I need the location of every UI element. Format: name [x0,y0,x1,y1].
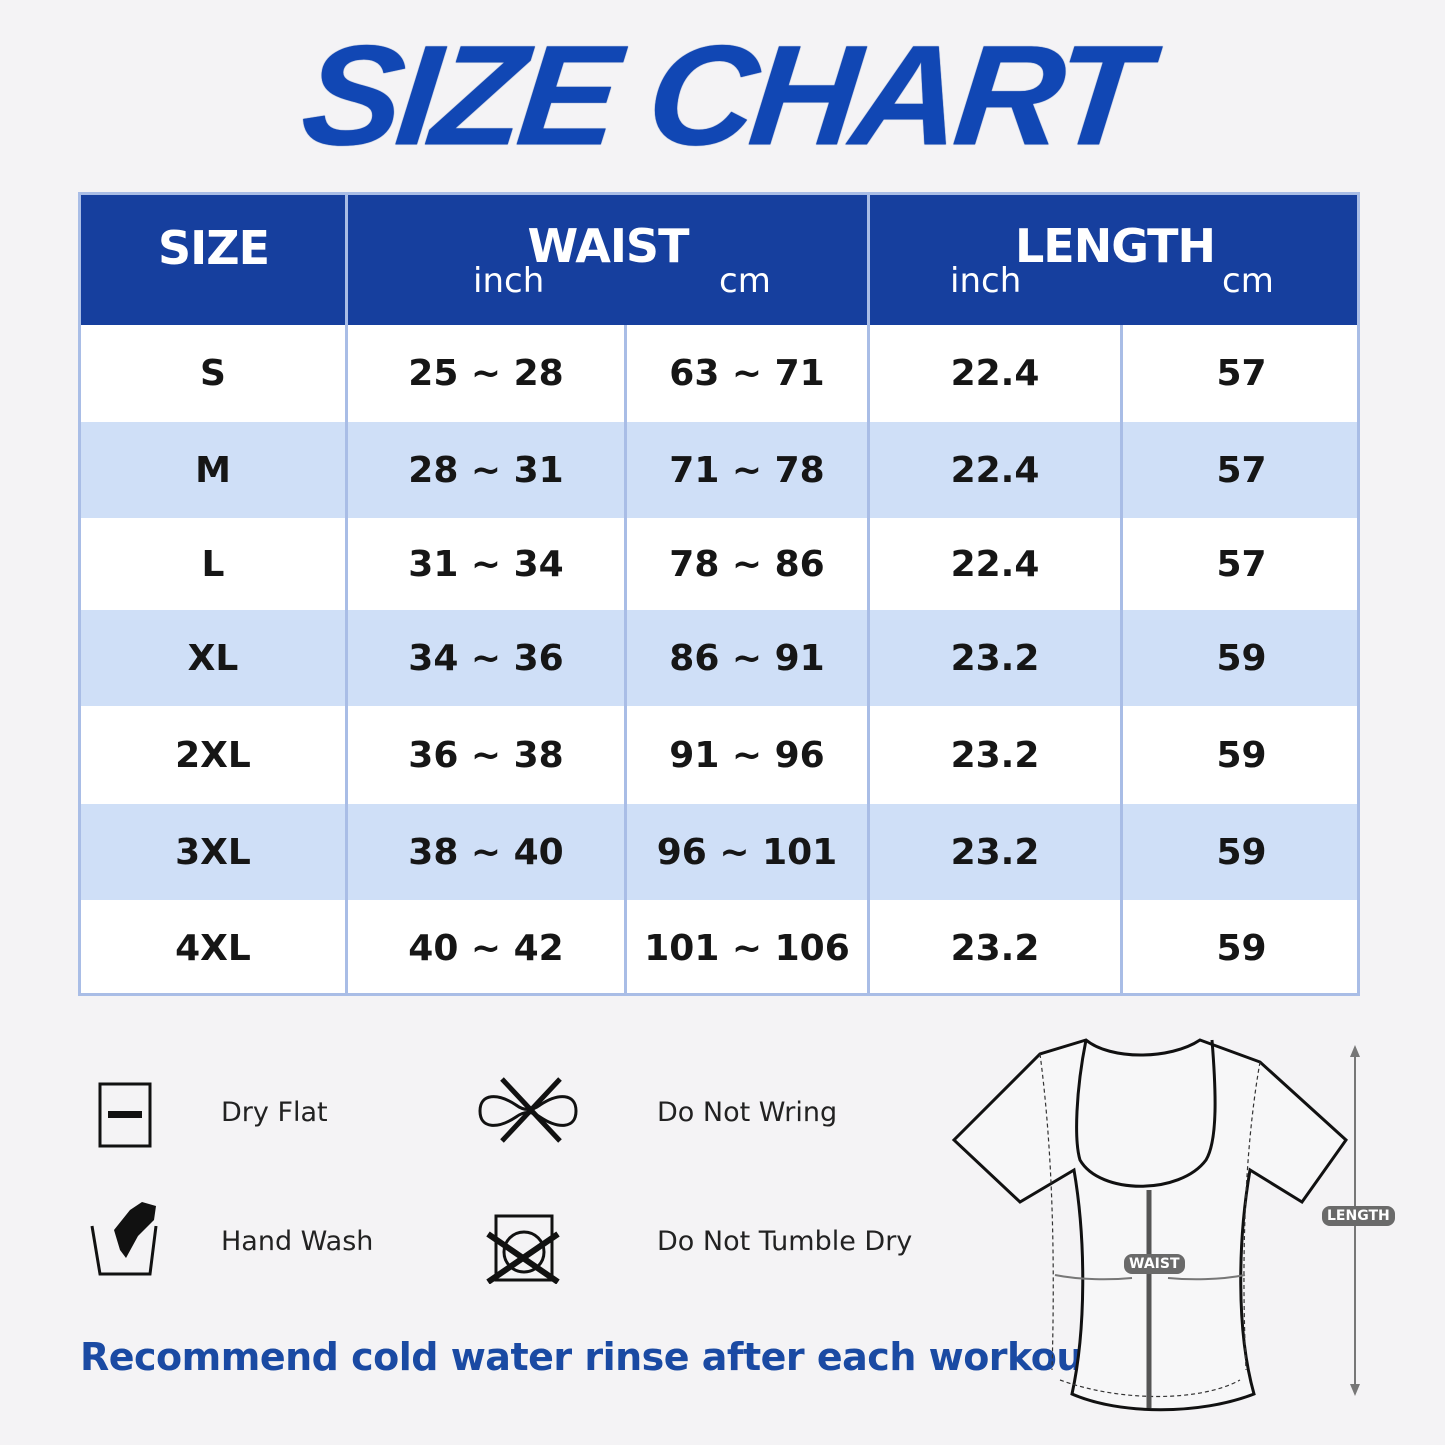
cell-length-inch: 23.2 [950,734,1040,776]
column-divider [345,195,348,996]
size-table: SIZE WAIST inch cm LENGTH inch cm S 25 ~ … [78,192,1360,996]
cell-waist-cm: 91 ~ 96 [669,734,825,776]
cell-length-inch: 23.2 [950,831,1040,873]
header-waist-cm: cm [719,261,771,301]
column-divider [624,325,627,996]
cell-waist-inch: 40 ~ 42 [408,927,564,969]
table-header: SIZE WAIST inch cm LENGTH inch cm [81,195,1357,325]
table-row: XL 34 ~ 36 86 ~ 91 23.2 59 [81,610,1357,706]
dry-flat-icon [98,1082,152,1148]
column-divider [1120,325,1123,996]
cell-length-cm: 59 [1216,637,1267,679]
length-badge: LENGTH [1322,1206,1395,1226]
cell-size: M [195,449,231,491]
cell-length-cm: 59 [1216,831,1267,873]
page-title: SIZE CHART [295,15,1150,175]
cell-length-cm: 59 [1216,734,1267,776]
header-waist-label: WAIST [527,219,690,273]
cell-size: 2XL [175,734,251,776]
cell-size: XL [187,637,239,679]
cell-waist-cm: 96 ~ 101 [656,831,838,873]
cell-waist-cm: 101 ~ 106 [644,927,850,969]
hand-wash-icon [90,1202,158,1276]
cell-size: L [201,543,225,585]
cell-size: 3XL [175,831,251,873]
cell-waist-inch: 31 ~ 34 [408,543,564,585]
care-label-hand-wash: Hand Wash [221,1226,374,1257]
header-length-cm: cm [1222,261,1274,301]
cell-length-inch: 22.4 [950,353,1040,394]
care-note: Recommend cold water rinse after each wo… [80,1335,1115,1379]
table-row: 2XL 36 ~ 38 91 ~ 96 23.2 59 [81,706,1357,804]
care-label-do-not-wring: Do Not Wring [657,1097,838,1128]
header-length: LENGTH inch cm [870,195,1360,325]
cell-length-inch: 23.2 [950,637,1040,679]
table-row: 4XL 40 ~ 42 101 ~ 106 23.2 59 [81,900,1357,996]
care-label-dry-flat: Dry Flat [221,1097,328,1128]
cell-waist-cm: 86 ~ 91 [669,637,825,679]
cell-waist-inch: 38 ~ 40 [408,831,564,873]
cell-length-inch: 23.2 [950,927,1040,969]
cell-length-cm: 57 [1216,449,1267,491]
cell-size: S [200,353,226,394]
table-row: S 25 ~ 28 63 ~ 71 22.4 57 [81,325,1357,422]
cell-size: 4XL [175,927,251,969]
cell-waist-cm: 71 ~ 78 [669,449,825,491]
cell-length-cm: 57 [1216,353,1267,394]
do-not-tumble-dry-icon [486,1214,560,1284]
cell-waist-cm: 78 ~ 86 [669,543,825,585]
cell-waist-inch: 28 ~ 31 [408,449,564,491]
cell-length-inch: 22.4 [950,543,1040,585]
cell-waist-inch: 25 ~ 28 [408,353,564,394]
header-waist-inch: inch [473,261,545,301]
table-row: 3XL 38 ~ 40 96 ~ 101 23.2 59 [81,804,1357,900]
waist-arrow [1054,1274,1246,1281]
do-not-wring-icon [478,1077,578,1143]
header-size: SIZE [81,195,346,325]
header-waist: WAIST inch cm [349,195,867,325]
cell-waist-cm: 63 ~ 71 [669,353,825,394]
cell-length-cm: 59 [1216,927,1267,969]
header-size-label: SIZE [157,221,270,275]
waist-badge: WAIST [1124,1254,1185,1274]
care-label-do-not-tumble-dry: Do Not Tumble Dry [657,1226,913,1257]
table-row: M 28 ~ 31 71 ~ 78 22.4 57 [81,422,1357,518]
cell-length-cm: 57 [1216,543,1267,585]
cell-waist-inch: 34 ~ 36 [408,637,564,679]
cell-length-inch: 22.4 [950,449,1040,491]
cell-waist-inch: 36 ~ 38 [408,734,564,776]
column-divider [867,195,870,996]
table-row: L 31 ~ 34 78 ~ 86 22.4 57 [81,518,1357,610]
header-length-inch: inch [950,261,1022,301]
header-length-label: LENGTH [1014,219,1216,273]
